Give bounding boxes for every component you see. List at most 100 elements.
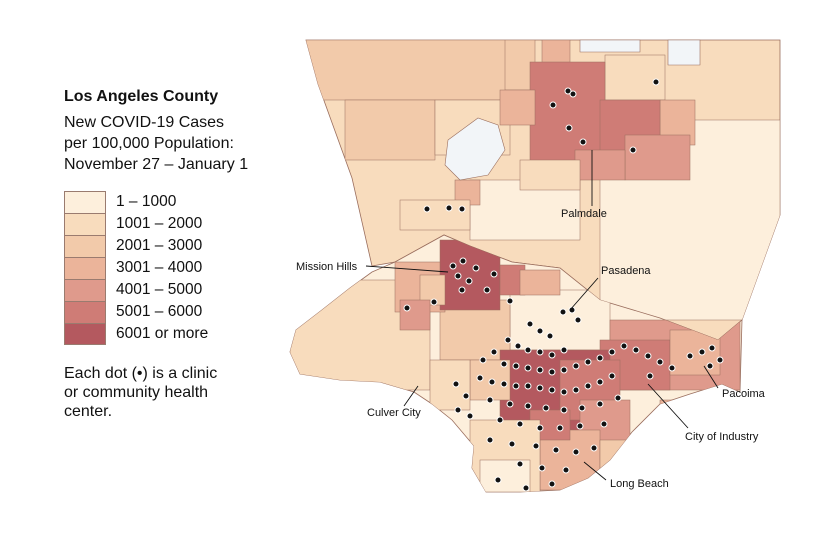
clinic-dot <box>536 384 544 392</box>
legend-class-label: 6001 or more <box>116 325 209 342</box>
clinic-dot <box>620 342 628 350</box>
clinic-dot <box>524 346 532 354</box>
clinic-dot <box>522 484 530 492</box>
clinic-dot <box>430 298 438 306</box>
legend-swatch <box>64 279 106 301</box>
legend-class: 6001 or more <box>64 323 294 345</box>
legend-swatch <box>64 301 106 323</box>
clinic-dot <box>560 388 568 396</box>
clinic-dot <box>608 372 616 380</box>
clinic-dot <box>596 378 604 386</box>
clinic-dot <box>500 360 508 368</box>
clinic-dot <box>560 406 568 414</box>
clinic-dot <box>608 348 616 356</box>
legend-class: 2001 – 3000 <box>64 235 294 257</box>
clinic-dot <box>486 436 494 444</box>
map-legend: Los Angeles County New COVID-19 Cases pe… <box>64 88 294 345</box>
legend-note-line-1: Each dot (•) is a clinic <box>64 365 218 382</box>
clinic-dot <box>488 378 496 386</box>
city-label-pacoima: Pacoima <box>722 388 766 400</box>
clinic-dot <box>524 382 532 390</box>
clinic-dot <box>536 348 544 356</box>
clinic-dot <box>476 374 484 382</box>
city-label-pasadena: Pasadena <box>601 265 651 277</box>
clinic-dot <box>560 366 568 374</box>
clinic-dot <box>490 348 498 356</box>
legend-class-label: 4001 – 5000 <box>116 281 203 298</box>
clinic-dot <box>556 424 564 432</box>
clinic-dot <box>516 420 524 428</box>
legend-class: 3001 – 4000 <box>64 257 294 279</box>
legend-color-scale: 1 – 1000 1001 – 2000 2001 – 3000 3001 – … <box>64 191 294 345</box>
clinic-dot <box>512 362 520 370</box>
clinic-dot <box>536 424 544 432</box>
legend-class-label: 1 – 1000 <box>116 193 177 210</box>
clinic-dot <box>708 344 716 352</box>
clinic-dot <box>652 78 660 86</box>
legend-class: 1001 – 2000 <box>64 213 294 235</box>
clinic-dot <box>568 306 576 314</box>
legend-class: 4001 – 5000 <box>64 279 294 301</box>
clinic-dot <box>524 402 532 410</box>
clinic-dot <box>549 101 557 109</box>
clinic-dot <box>483 286 491 294</box>
district <box>519 159 581 191</box>
clinic-dot <box>454 272 462 280</box>
clinic-dot <box>546 332 554 340</box>
clinic-dot <box>516 460 524 468</box>
legend-swatch <box>64 235 106 257</box>
clinic-dot <box>536 327 544 335</box>
clinic-dot <box>403 304 411 312</box>
clinic-dot <box>479 356 487 364</box>
legend-swatch <box>64 213 106 235</box>
legend-subtitle: New COVID-19 Cases per 100,000 Populatio… <box>64 112 294 175</box>
clinic-dot <box>506 400 514 408</box>
clinic-dot <box>548 368 556 376</box>
clinic-dot <box>552 446 560 454</box>
clinic-dot <box>536 366 544 374</box>
legend-subtitle-line-1: New COVID-19 Cases <box>64 114 225 131</box>
clinic-dot <box>706 362 714 370</box>
legend-subtitle-line-3: November 27 – January 1 <box>64 156 249 173</box>
clinic-dot <box>644 352 652 360</box>
city-label-long-beach: Long Beach <box>610 478 669 490</box>
clinic-dot <box>716 356 724 364</box>
clinic-dot <box>486 396 494 404</box>
clinic-dot <box>465 277 473 285</box>
legend-note: Each dot (•) is a clinic or community he… <box>64 364 294 421</box>
clinic-dot <box>548 351 556 359</box>
legend-class-label: 1001 – 2000 <box>116 215 203 232</box>
district <box>306 40 507 101</box>
clinic-dot <box>452 380 460 388</box>
clinic-dot <box>686 352 694 360</box>
clinic-dot <box>548 480 556 488</box>
clinic-dot <box>596 354 604 362</box>
district <box>519 269 561 296</box>
city-label-mission-hills: Mission Hills <box>296 261 358 273</box>
clinic-dot <box>629 146 637 154</box>
clinic-dot <box>596 400 604 408</box>
clinic-dot <box>600 420 608 428</box>
clinic-dot <box>572 362 580 370</box>
clinic-dot <box>504 336 512 344</box>
leader-culver-city <box>403 385 419 407</box>
nodata-area <box>444 117 506 181</box>
clinic-dot <box>565 124 573 132</box>
clinic-dot <box>584 358 592 366</box>
city-label-culver-city: Culver City <box>367 407 421 419</box>
legend-subtitle-line-2: per 100,000 Population: <box>64 135 234 152</box>
clinic-dot <box>524 364 532 372</box>
clinic-dot <box>569 90 577 98</box>
clinic-dot <box>590 444 598 452</box>
clinic-dot <box>466 412 474 420</box>
legend-swatch <box>64 323 106 345</box>
legend-title: Los Angeles County <box>64 88 219 105</box>
leader-city-of-industry <box>647 383 689 429</box>
clinic-dot <box>632 346 640 354</box>
district <box>509 289 611 351</box>
clinic-dot <box>458 205 466 213</box>
clinic-dot <box>559 308 567 316</box>
city-label-palmdale: Palmdale <box>561 208 607 220</box>
legend-swatch <box>64 191 106 213</box>
